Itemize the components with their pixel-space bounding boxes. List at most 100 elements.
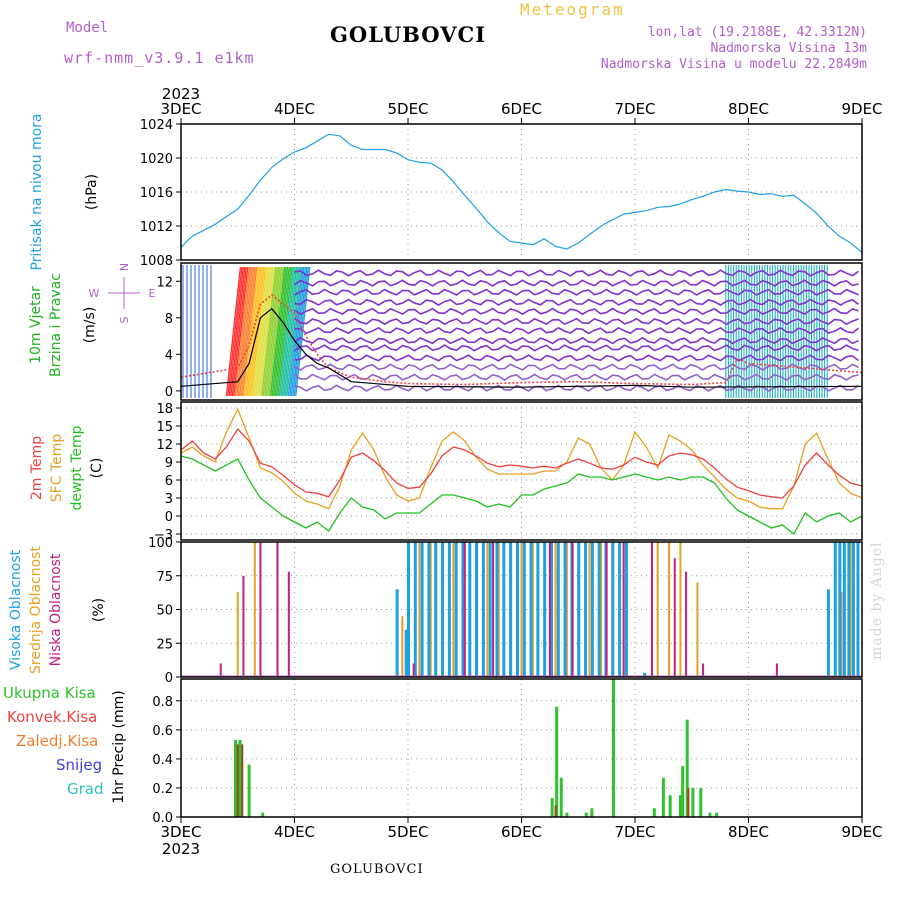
wind-barb-row bbox=[294, 269, 859, 277]
wind-axis-title: 10m Vjetar bbox=[28, 286, 44, 364]
wind-barb-gust bbox=[241, 266, 258, 397]
dewpoint-line bbox=[180, 455, 863, 535]
temp-unit: (C) bbox=[89, 458, 105, 479]
cloud-bar bbox=[584, 542, 588, 677]
cloud-bar bbox=[643, 672, 647, 677]
y-tick-label: 0.0 bbox=[152, 811, 173, 826]
cloud-bar bbox=[622, 542, 625, 677]
cloud-bar bbox=[851, 542, 855, 677]
cloud-bar bbox=[556, 542, 560, 677]
wind-barb-row bbox=[294, 354, 859, 362]
station-altitude: Nadmorska Visina 13m bbox=[710, 41, 867, 56]
cloud-bar bbox=[219, 663, 222, 677]
cloud-bar bbox=[497, 542, 500, 677]
cloud-bar bbox=[685, 571, 688, 677]
precip-total-bar bbox=[652, 808, 656, 817]
year-label-top: 2023 bbox=[162, 85, 200, 103]
precip-total-bar bbox=[584, 812, 588, 817]
precip-total-bar bbox=[247, 764, 251, 817]
y-tick-label: 75 bbox=[156, 570, 173, 585]
cloud-bar bbox=[656, 542, 659, 677]
precip-total-bar bbox=[691, 787, 695, 817]
precip-total-bar bbox=[550, 798, 554, 817]
cloud-bar bbox=[488, 542, 492, 677]
cloud-bar bbox=[463, 542, 466, 677]
wind-barb-gust bbox=[225, 266, 242, 397]
wind-barb-gust bbox=[253, 266, 270, 397]
cloud-bar bbox=[833, 542, 837, 677]
y-tick-label: 0 bbox=[165, 385, 173, 400]
wind-barb-gust bbox=[252, 266, 268, 397]
x-tick-label-bottom: 6DEC bbox=[501, 823, 542, 841]
y-tick-label: 1020 bbox=[140, 152, 173, 167]
cloud-bar bbox=[849, 542, 852, 677]
sfc-temp-label: SFC Temp bbox=[49, 434, 65, 503]
wind-barb-gust bbox=[261, 266, 277, 397]
cloud-bar bbox=[401, 616, 404, 677]
cloud-bar bbox=[242, 575, 245, 677]
wind-barb-gust bbox=[272, 266, 289, 397]
wind-barb-gust bbox=[233, 266, 249, 397]
precip-total-bar bbox=[559, 777, 563, 817]
precip-total-bar bbox=[678, 795, 682, 817]
cloud-bar bbox=[515, 542, 519, 677]
wind-barb-gust bbox=[228, 266, 244, 397]
y-tick-label: 50 bbox=[156, 604, 173, 619]
precip-total-bar bbox=[261, 812, 265, 817]
cloud-bar bbox=[404, 629, 408, 677]
cloud-bar bbox=[413, 542, 417, 677]
cloud-bar bbox=[407, 542, 410, 677]
cloud-bar bbox=[842, 542, 846, 677]
cloud-bar bbox=[486, 542, 489, 677]
x-tick-label-top: 4DEC bbox=[274, 100, 315, 118]
cloud-bar bbox=[236, 591, 239, 677]
wind-barb-gust bbox=[265, 266, 281, 397]
precip-total-bar bbox=[681, 766, 685, 817]
precip-conv-bar bbox=[236, 744, 239, 817]
coordinates: lon,lat (19.2188E, 42.3312N) bbox=[647, 25, 867, 40]
y-tick-label: 1008 bbox=[140, 254, 173, 269]
cloud-bar bbox=[520, 542, 523, 677]
x-tick-label-top: 6DEC bbox=[501, 100, 542, 118]
precip-total-bar bbox=[708, 812, 712, 817]
pressure-axis-title: Pritisak na nivou mora bbox=[29, 113, 45, 270]
cloud-low-label: Niska Oblacnost bbox=[48, 553, 64, 666]
cloud-bar bbox=[611, 542, 615, 677]
wind-barb-gust bbox=[278, 266, 295, 397]
footer-station: GOLUBOVCI bbox=[330, 862, 424, 877]
wind-barb-gust bbox=[268, 266, 284, 397]
model-name: wrf-nmm_v3.9.1 e1km bbox=[64, 49, 255, 67]
cloud-bar bbox=[429, 542, 432, 677]
model-label: Model bbox=[66, 20, 109, 36]
cloud-high-label: Visoka Oblacnost bbox=[8, 549, 24, 670]
wind-barb-gust bbox=[234, 266, 250, 397]
x-tick-label-top: 9DEC bbox=[841, 100, 882, 118]
compass-w: W bbox=[89, 287, 100, 300]
cloud-mid-label: Srednja Oblacnost bbox=[28, 546, 44, 674]
precip-total-bar bbox=[699, 787, 703, 817]
precip-legend-item: Snijeg bbox=[56, 756, 102, 774]
cloud-bar bbox=[492, 542, 495, 677]
cloud-bar bbox=[395, 589, 399, 677]
wind-axis-title-2: Brzina i Pravac bbox=[48, 273, 64, 377]
y-tick-label: 18 bbox=[156, 402, 173, 417]
cloud-bar bbox=[554, 542, 557, 677]
wind-barb-gust bbox=[267, 266, 283, 397]
cloud-bar bbox=[775, 663, 778, 677]
wind-barb-gust bbox=[256, 266, 273, 397]
model-altitude: Nadmorska Visina u modelu 22.2849m bbox=[600, 57, 867, 72]
y-tick-label: 12 bbox=[156, 275, 173, 290]
cloud-bar bbox=[838, 542, 842, 677]
wind-barb-row bbox=[294, 326, 859, 335]
compass-s: S bbox=[118, 316, 131, 323]
cloud-bar bbox=[461, 542, 465, 677]
cloud-bar bbox=[618, 542, 622, 677]
wind-barb-gust bbox=[277, 266, 293, 397]
precip-conv-bar bbox=[687, 787, 690, 817]
cloud-bar bbox=[502, 542, 506, 677]
wind-barb-row bbox=[294, 344, 859, 352]
cloud-bar bbox=[420, 542, 424, 677]
cloud-bar bbox=[590, 542, 594, 677]
wind-barb-gust bbox=[284, 266, 301, 397]
cloud-bar bbox=[253, 542, 256, 677]
